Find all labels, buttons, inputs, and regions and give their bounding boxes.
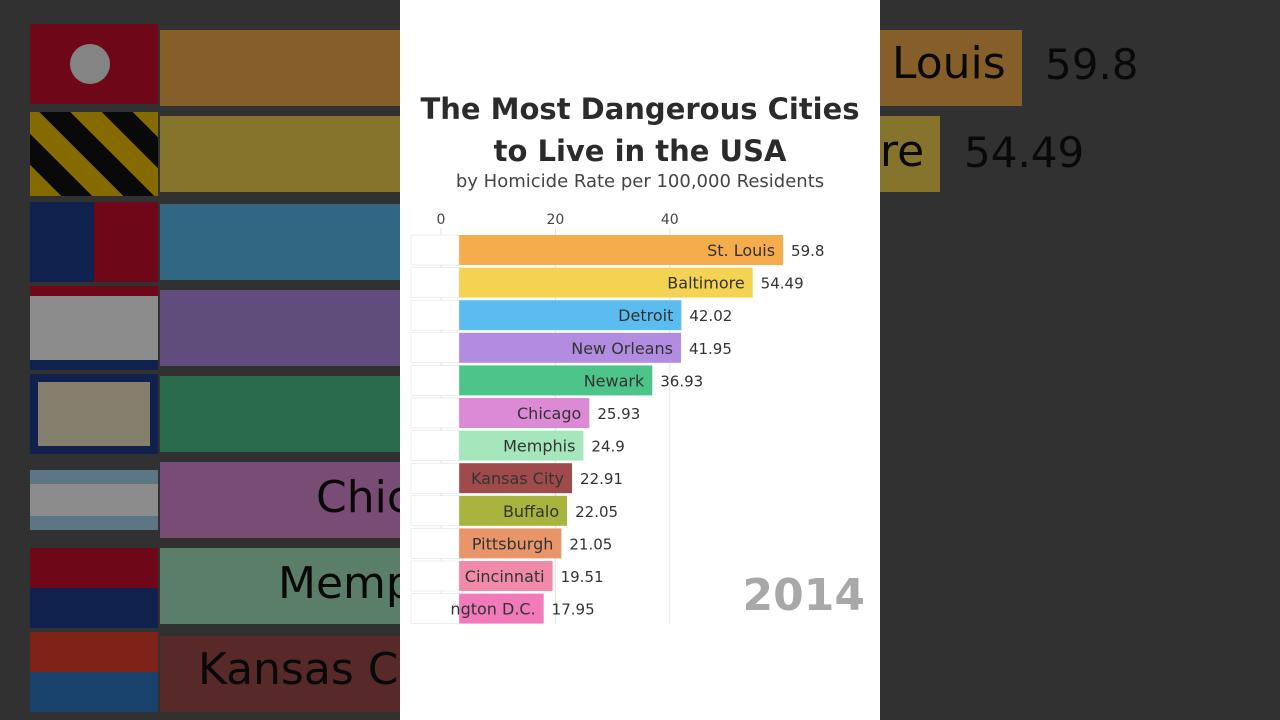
bar-label-st-louis: St. Louis [707,241,775,260]
bar-cincinnati [441,561,553,591]
value-label-buffalo: 22.05 [575,503,618,521]
bar-label-buffalo: Buffalo [503,502,559,521]
value-label-new-orleans: 41.95 [689,340,732,358]
bar-label-memphis: Memphis [503,437,575,456]
flag-pittsburgh [410,528,460,559]
bar-label-baltimore: Baltimore [667,274,744,293]
flag-memphis [410,430,460,461]
flag-kansas-city [410,462,460,494]
blurred-background-right: Louis 59.8 re 54.49 [880,0,1280,720]
bg-bar-kansas-city [160,636,400,712]
chart-subtitle: by Homicide Rate per 100,000 Residents [455,171,825,192]
flag-st-louis [410,234,460,266]
flag-detroit [410,299,460,331]
chart-panel: The Most Dangerous Cities to Live in the… [400,0,880,720]
bg-value-baltimore: 54.49 [964,128,1085,177]
value-label-chicago: 25.93 [597,405,640,423]
bg-label-memphis: Memp [278,558,400,609]
flag-new-orleans [410,332,460,364]
x-tick-label: 40 [661,212,679,228]
bar-label-washington-d-c: ngton D.C. [450,600,535,619]
bar-kansas-city [441,463,573,494]
year-label: 2014 [742,570,865,621]
flag-cincinnati [410,560,460,592]
value-label-memphis: 24.9 [591,438,624,456]
value-label-kansas-city: 22.91 [580,470,623,488]
bg-bar-new-orleans [160,290,400,366]
bar-label-cincinnati: Cincinnati [465,567,545,586]
bg-bar-baltimore-right [880,116,940,192]
value-label-newark: 36.93 [660,372,703,390]
value-label-washington-d-c: 17.95 [552,601,595,619]
bg-flag-chicago [30,470,158,530]
bg-label-baltimore: re [880,126,925,177]
flag-baltimore [410,267,460,298]
chart-title: The Most Dangerous Cities to Live in the… [420,92,860,168]
bar-detroit [441,300,682,331]
bg-label-chicago: Chic [316,472,400,523]
bg-bar-memphis [160,548,400,624]
bg-value-st-louis: 59.8 [1045,40,1139,89]
bg-bar-chicago [160,462,400,538]
bar-pittsburgh [441,528,562,559]
bg-bar-detroit [160,204,400,280]
bar-st-louis [441,235,784,265]
bar-label-chicago: Chicago [517,404,581,423]
bg-flag-memphis [30,548,158,628]
x-tick-label: 0 [437,212,446,228]
value-label-pittsburgh: 21.05 [569,535,612,553]
value-label-baltimore: 54.49 [761,275,804,293]
bar-memphis [441,430,584,461]
bg-bar-newark [160,376,400,452]
bar-baltimore [441,267,753,298]
flag-washington-d-c [410,593,460,624]
bg-flag-baltimore [30,112,158,196]
flag-buffalo [410,495,460,527]
bar-label-new-orleans: New Orleans [571,339,673,358]
bar-label-kansas-city: Kansas City [471,469,564,488]
bg-flag-newark [30,374,158,454]
bar-chart: 0 20 40 St. Louis 59.8 Baltimore 54.49 Detroit 4… [410,212,824,624]
bg-bar-st-louis-right [880,30,1022,106]
bg-label-kansas-city: Kansas Ci [198,644,400,695]
bar-label-newark: Newark [584,371,645,390]
bg-flag-st-louis [30,24,158,104]
bg-flag-detroit [30,202,158,282]
flag-newark [410,365,460,396]
bg-bar-baltimore [160,116,400,192]
x-tick-label: 20 [546,212,564,228]
bg-label-st-louis: Louis [892,38,1006,89]
bar-newark [441,365,653,396]
bar-label-pittsburgh: Pittsburgh [472,534,554,553]
value-label-st-louis: 59.8 [791,242,824,260]
bar-label-detroit: Detroit [618,306,673,325]
flag-chicago [410,397,460,429]
bg-flag-new-orleans [30,286,158,370]
bar-buffalo [441,495,568,526]
bg-bar-st-louis [160,30,400,106]
bar-new-orleans [441,332,681,363]
bg-flag-kansas-city [30,632,158,712]
value-label-cincinnati: 19.51 [561,568,604,586]
blurred-background-left: Chic Memp Kansas Ci [0,0,400,720]
bar-chicago [441,398,590,428]
value-label-detroit: 42.02 [689,307,732,325]
